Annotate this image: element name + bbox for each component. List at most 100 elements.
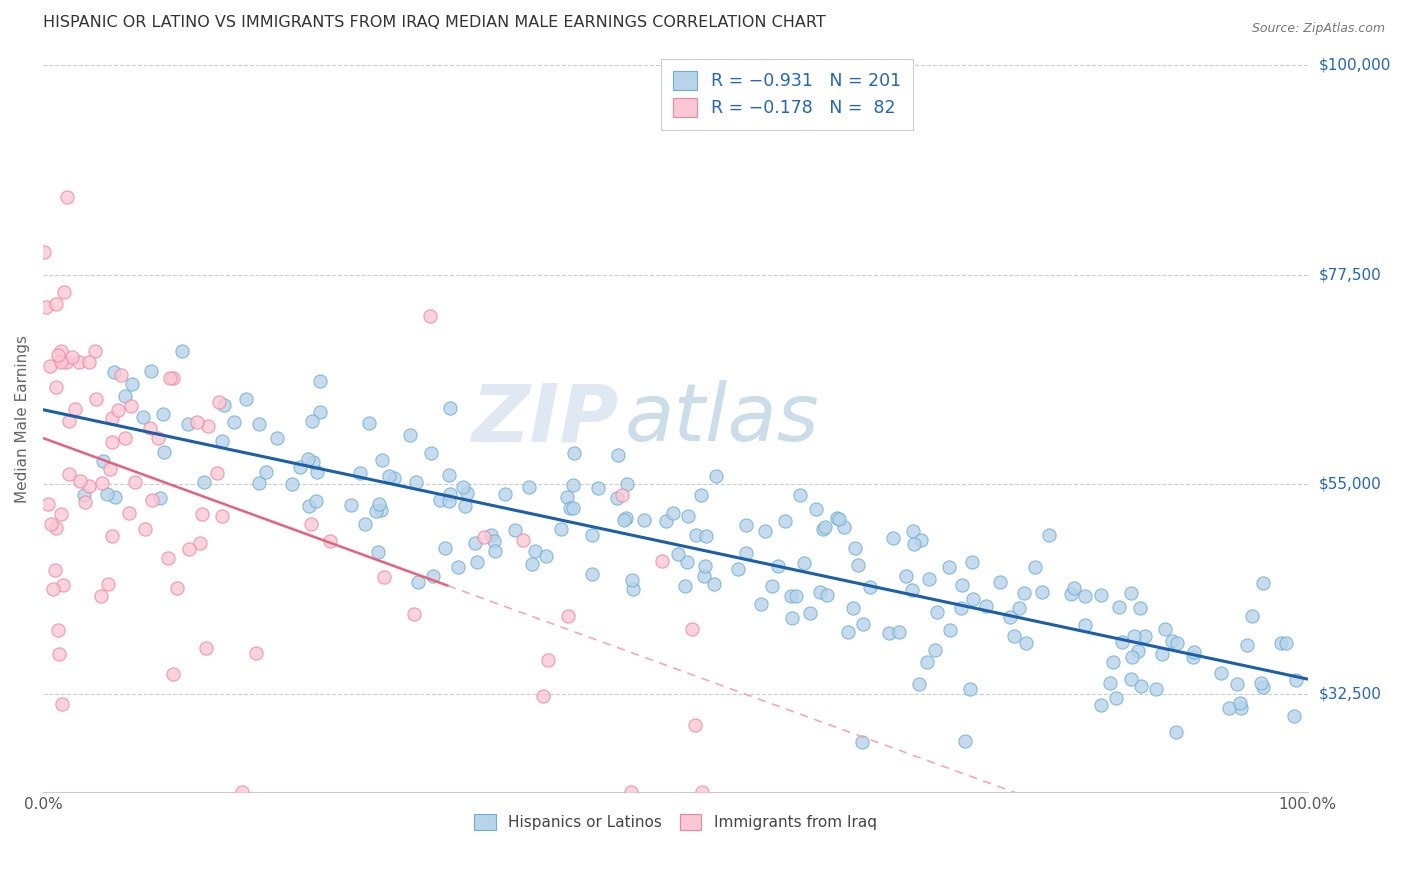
Point bbox=[520, 558, 543, 572]
Point bbox=[761, 579, 783, 593]
Text: $32,500: $32,500 bbox=[1319, 687, 1382, 702]
Point bbox=[1129, 601, 1152, 615]
Point bbox=[153, 445, 176, 459]
Point bbox=[1119, 585, 1142, 599]
Point bbox=[177, 541, 200, 556]
Point bbox=[349, 467, 371, 481]
Point bbox=[1130, 679, 1153, 693]
Point bbox=[1240, 609, 1263, 624]
Point bbox=[955, 734, 977, 748]
Point bbox=[655, 514, 678, 528]
Point bbox=[894, 569, 917, 583]
Point bbox=[581, 566, 603, 581]
Point bbox=[735, 517, 758, 532]
Point bbox=[1090, 698, 1112, 712]
Point bbox=[58, 467, 80, 482]
Legend: Hispanics or Latinos, Immigrants from Iraq: Hispanics or Latinos, Immigrants from Ir… bbox=[468, 807, 883, 837]
Point bbox=[194, 641, 217, 656]
Point bbox=[734, 546, 756, 560]
Point bbox=[208, 395, 231, 409]
Point bbox=[1024, 559, 1046, 574]
Point bbox=[918, 572, 941, 586]
Point bbox=[222, 415, 245, 429]
Point bbox=[91, 454, 114, 468]
Point bbox=[1012, 586, 1035, 600]
Point bbox=[56, 190, 79, 204]
Point bbox=[484, 534, 506, 549]
Point bbox=[373, 570, 395, 584]
Point bbox=[84, 392, 107, 406]
Point bbox=[621, 573, 644, 587]
Point bbox=[693, 558, 716, 573]
Point bbox=[727, 562, 749, 576]
Point bbox=[675, 555, 697, 569]
Point bbox=[832, 520, 855, 534]
Point bbox=[211, 434, 233, 448]
Point bbox=[139, 364, 162, 378]
Point bbox=[90, 475, 112, 490]
Point bbox=[205, 466, 228, 480]
Point bbox=[297, 500, 319, 514]
Point bbox=[682, 622, 704, 636]
Point bbox=[49, 343, 72, 358]
Point bbox=[245, 646, 267, 660]
Point bbox=[124, 475, 146, 490]
Point bbox=[1098, 675, 1121, 690]
Point bbox=[1074, 589, 1097, 603]
Point bbox=[811, 522, 834, 536]
Point bbox=[301, 414, 323, 428]
Point bbox=[605, 491, 627, 505]
Point bbox=[37, 497, 59, 511]
Point bbox=[464, 536, 486, 550]
Point bbox=[704, 468, 727, 483]
Point bbox=[166, 581, 188, 595]
Point bbox=[505, 523, 527, 537]
Text: $77,500: $77,500 bbox=[1319, 268, 1381, 282]
Point bbox=[318, 534, 340, 549]
Point bbox=[1105, 691, 1128, 706]
Point bbox=[45, 521, 67, 535]
Point bbox=[806, 502, 828, 516]
Point bbox=[75, 494, 97, 508]
Point bbox=[186, 416, 208, 430]
Point bbox=[49, 355, 72, 369]
Y-axis label: Median Male Earnings: Median Male Earnings bbox=[15, 335, 30, 503]
Point bbox=[339, 499, 361, 513]
Point bbox=[138, 420, 160, 434]
Point bbox=[479, 528, 502, 542]
Point bbox=[157, 551, 180, 566]
Point bbox=[851, 735, 873, 749]
Point bbox=[908, 677, 931, 691]
Point bbox=[837, 625, 859, 640]
Point bbox=[60, 351, 83, 365]
Point bbox=[402, 607, 425, 622]
Point bbox=[247, 475, 270, 490]
Point bbox=[962, 591, 984, 606]
Point bbox=[484, 544, 506, 558]
Point bbox=[960, 555, 983, 569]
Point bbox=[281, 476, 304, 491]
Point bbox=[879, 625, 901, 640]
Point bbox=[949, 601, 972, 615]
Point bbox=[1285, 673, 1308, 688]
Point bbox=[1236, 638, 1258, 652]
Point bbox=[188, 535, 211, 549]
Point bbox=[114, 389, 136, 403]
Point bbox=[1008, 600, 1031, 615]
Point bbox=[247, 417, 270, 431]
Point bbox=[45, 380, 67, 394]
Point bbox=[621, 582, 644, 597]
Point bbox=[465, 555, 488, 569]
Point bbox=[779, 589, 801, 603]
Point bbox=[309, 374, 332, 388]
Point bbox=[447, 560, 470, 574]
Point bbox=[1126, 644, 1149, 658]
Point bbox=[211, 508, 233, 523]
Point bbox=[371, 452, 394, 467]
Point bbox=[32, 244, 55, 259]
Point bbox=[813, 519, 835, 533]
Point bbox=[852, 616, 875, 631]
Point bbox=[793, 556, 815, 570]
Point bbox=[1275, 635, 1298, 649]
Point bbox=[46, 348, 69, 362]
